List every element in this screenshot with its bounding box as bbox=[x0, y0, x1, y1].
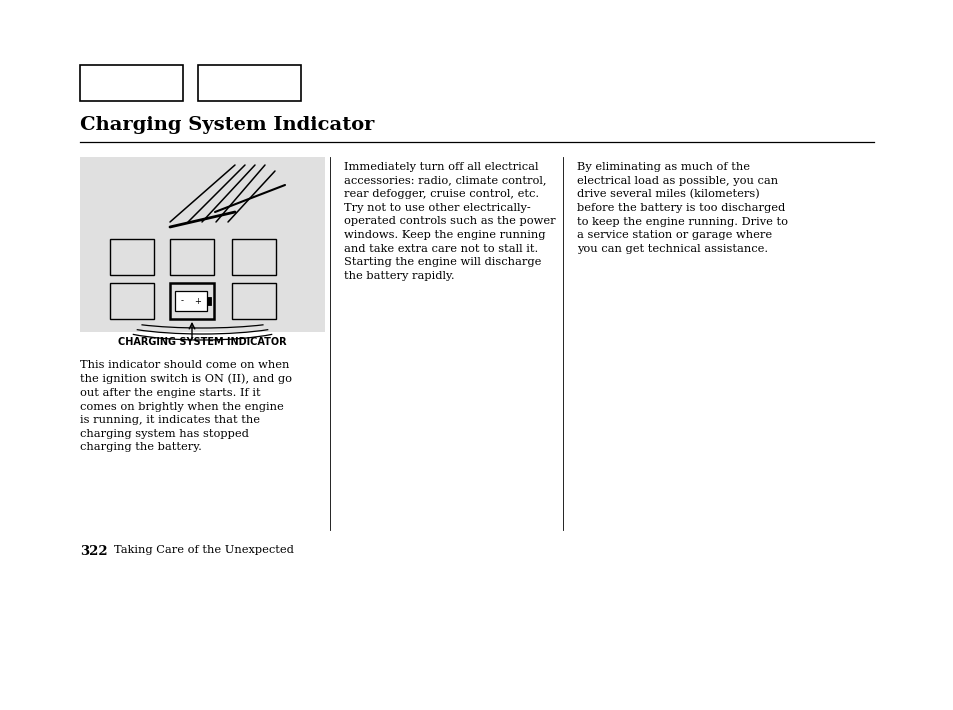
Bar bbox=[170, 239, 213, 275]
Text: By eliminating as much of the
electrical load as possible, you can
drive several: By eliminating as much of the electrical… bbox=[577, 162, 787, 254]
Bar bbox=[198, 65, 301, 101]
Text: Taking Care of the Unexpected: Taking Care of the Unexpected bbox=[113, 545, 294, 555]
Bar bbox=[170, 283, 213, 319]
Bar bbox=[207, 297, 211, 305]
Bar bbox=[232, 239, 275, 275]
Bar bbox=[80, 157, 325, 332]
Text: Immediately turn off all electrical
accessories: radio, climate control,
rear de: Immediately turn off all electrical acce… bbox=[344, 162, 555, 280]
Text: CHARGING SYSTEM INDICATOR: CHARGING SYSTEM INDICATOR bbox=[118, 337, 287, 347]
Bar bbox=[232, 283, 275, 319]
Text: 322: 322 bbox=[80, 545, 108, 558]
Bar bbox=[110, 283, 153, 319]
Text: This indicator should come on when
the ignition switch is ON (II), and go
out af: This indicator should come on when the i… bbox=[80, 360, 292, 452]
Bar bbox=[174, 291, 207, 311]
Bar bbox=[110, 239, 153, 275]
Bar bbox=[80, 65, 183, 101]
Text: +: + bbox=[194, 297, 201, 305]
Text: Charging System Indicator: Charging System Indicator bbox=[80, 116, 374, 134]
Text: -: - bbox=[180, 297, 183, 305]
